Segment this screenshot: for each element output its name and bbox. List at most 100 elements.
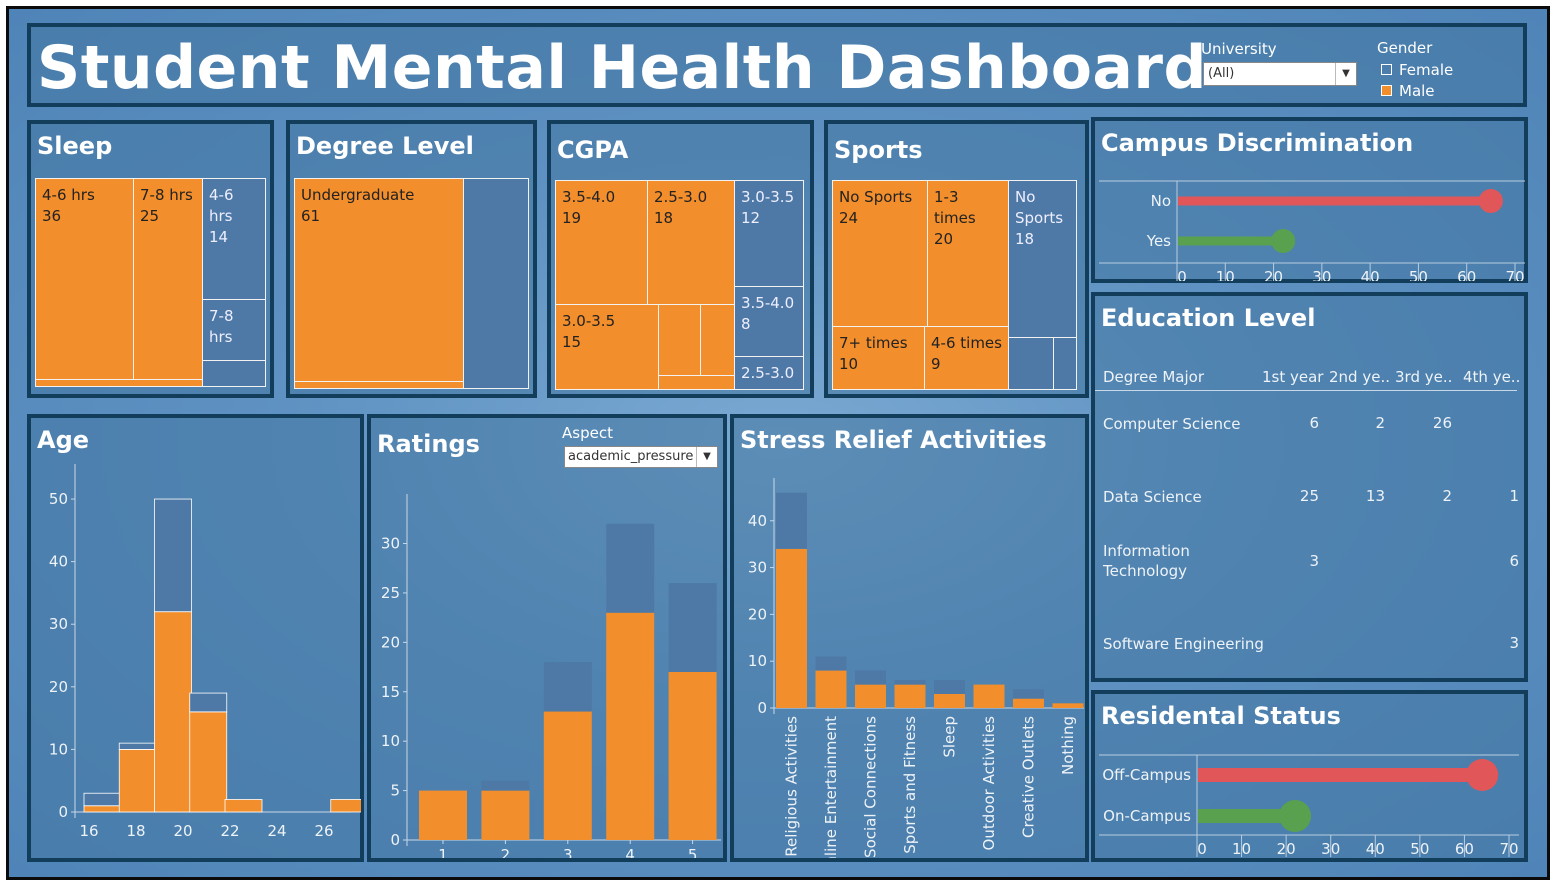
aspect-label: Aspect — [562, 424, 613, 442]
rating-bar-male — [606, 612, 655, 840]
stress-bar-male — [1013, 698, 1044, 708]
y-tick-label: 10 — [381, 732, 400, 750]
ratings-title: Ratings — [377, 430, 480, 458]
header-degree-major[interactable]: Degree Major — [1103, 368, 1205, 386]
x-tick-label: 70 — [1499, 840, 1518, 858]
female-checkbox[interactable] — [1381, 64, 1392, 75]
cgpa-cell[interactable] — [658, 375, 735, 390]
campus-panel: Campus Discrimination 0 10 20 30 40 50 60 70 No Y… — [1091, 117, 1528, 283]
x-tick-label: 26 — [314, 822, 333, 840]
x-tick-label: 30 — [1321, 840, 1340, 858]
x-tick-label: 4 — [625, 846, 635, 858]
header-year[interactable]: 4th ye.. — [1463, 368, 1521, 386]
x-tick-label: Outdoor Activities — [980, 716, 998, 851]
y-tick-label: 15 — [381, 683, 400, 701]
page-title: Student Mental Health Dashboard — [37, 33, 1207, 103]
sports-title: Sports — [834, 136, 923, 164]
stress-chart: 0 10 20 30 40 Religious Activities Online Ente… — [748, 478, 1084, 858]
age-title: Age — [37, 426, 90, 454]
rating-bar-male — [419, 790, 467, 840]
stress-bar-male — [934, 693, 965, 708]
sleep-treemap: 4-6 hrs 36 7-8 hrs 25 4-6 hrs 14 7-8 hrs — [35, 178, 266, 387]
sleep-panel: Sleep 4-6 hrs 36 7-8 hrs 25 4-6 hrs 14 7-8 hr… — [27, 120, 274, 398]
university-dropdown[interactable]: (All) ▼ — [1203, 62, 1357, 86]
cgpa-cell[interactable]: 3.0-3.5 15 — [555, 304, 659, 390]
table-row-major: Information Technology — [1103, 542, 1190, 580]
y-tick-label: 10 — [49, 740, 68, 758]
sports-cell[interactable]: No Sports 18 — [1008, 180, 1077, 338]
table-cell: 6 — [1309, 414, 1319, 432]
sleep-cell[interactable] — [202, 360, 266, 387]
campus-title: Campus Discrimination — [1101, 129, 1414, 157]
stress-bar-female — [855, 670, 886, 685]
age-bar-female — [189, 692, 228, 713]
cgpa-cell[interactable]: 2.5-3.0 18 — [647, 180, 735, 305]
female-label: Female — [1399, 61, 1454, 79]
ratings-panel: Ratings Aspect academic_pressure ▼ 0 5 10 1… — [367, 414, 727, 862]
header-year[interactable]: 1st year — [1262, 368, 1324, 386]
header-panel: Student Mental Health Dashboard Universi… — [27, 23, 1527, 107]
x-tick-label: 50 — [1409, 268, 1428, 281]
degree-cell[interactable] — [294, 381, 464, 389]
sleep-cell[interactable]: 7-8 hrs 25 — [133, 178, 203, 387]
age-bar-female — [154, 498, 192, 613]
cgpa-cell[interactable]: 3.5-4.0 19 — [555, 180, 648, 305]
header-year[interactable]: 3rd ye.. — [1395, 368, 1453, 386]
rating-bar-male — [481, 790, 530, 840]
y-tick-label: 20 — [381, 633, 400, 651]
cgpa-cell[interactable]: 3.5-4.0 8 — [734, 286, 804, 357]
degree-treemap: Undergraduate 61 — [294, 178, 529, 389]
sleep-cell[interactable]: 7-8 hrs — [202, 299, 266, 361]
cgpa-panel: CGPA 3.5-4.0 19 2.5-3.0 18 3.0-3.5 12 3.0-3… — [547, 120, 814, 398]
sports-cell[interactable]: 4-6 times 9 — [924, 326, 1009, 390]
x-tick-label: 40 — [1366, 840, 1385, 858]
degree-cell[interactable]: Undergraduate 61 — [294, 178, 464, 389]
cgpa-treemap: 3.5-4.0 19 2.5-3.0 18 3.0-3.5 12 3.0-3.5 15 … — [555, 180, 804, 390]
cgpa-cell[interactable]: 3.0-3.5 12 — [734, 180, 804, 287]
degree-cell[interactable] — [463, 178, 529, 389]
y-tick-label: 30 — [49, 615, 68, 633]
age-bar-male — [330, 799, 361, 813]
residential-chart: 0 10 20 30 40 50 60 70 Off-Campus On-Campus — [1099, 754, 1519, 858]
sports-cell[interactable]: 1-3 times 20 — [927, 180, 1009, 327]
university-filter-label: University — [1201, 40, 1277, 58]
sleep-cell[interactable]: 4-6 hrs 36 — [35, 178, 134, 387]
table-cell: 3 — [1509, 634, 1519, 652]
sleep-cell[interactable] — [35, 379, 203, 387]
aspect-dropdown[interactable]: academic_pressure ▼ — [564, 446, 718, 468]
header-year[interactable]: 2nd ye.. — [1329, 368, 1390, 386]
stress-bar-male — [1052, 703, 1084, 708]
x-tick-label: 3 — [563, 846, 573, 858]
sports-cell[interactable] — [1008, 337, 1054, 390]
age-bar-male — [189, 711, 228, 813]
y-tick-label: 0 — [58, 803, 68, 821]
stress-bar-female — [934, 679, 965, 694]
age-bar-male — [118, 749, 157, 813]
stress-bar-male — [973, 684, 1005, 708]
x-tick-label: 60 — [1457, 268, 1476, 281]
stress-bar-male — [894, 684, 926, 708]
category-label: On-Campus — [1103, 807, 1191, 825]
x-tick-label: 20 — [1264, 268, 1283, 281]
table-cell: 3 — [1309, 552, 1319, 570]
education-panel: Education Level Degree Major 1st year 2nd … — [1091, 292, 1528, 682]
cgpa-cell[interactable] — [700, 304, 735, 376]
sports-cell[interactable]: No Sports 24 — [832, 180, 928, 327]
male-checkbox[interactable] — [1381, 85, 1392, 96]
chevron-down-icon: ▼ — [696, 447, 717, 467]
sleep-cell[interactable]: 4-6 hrs 14 — [202, 178, 266, 300]
x-tick-label: Online Entertainment — [822, 716, 840, 858]
x-tick-label: 30 — [1312, 268, 1331, 281]
sports-cell[interactable]: 7+ times 10 — [832, 326, 925, 390]
cgpa-cell[interactable]: 2.5-3.0 — [734, 356, 804, 390]
x-tick-label: Social Connections — [862, 716, 880, 858]
x-tick-label: Nothing — [1059, 716, 1077, 775]
x-tick-label: 10 — [1232, 840, 1251, 858]
age-bar-male — [224, 799, 263, 813]
age-bar-female — [118, 742, 157, 750]
sports-cell[interactable] — [1053, 337, 1077, 390]
cgpa-cell[interactable] — [658, 304, 701, 376]
sleep-title: Sleep — [37, 132, 113, 160]
y-tick-label: 50 — [49, 490, 68, 508]
campus-chart: 0 10 20 30 40 50 60 70 No Yes — [1099, 180, 1525, 281]
